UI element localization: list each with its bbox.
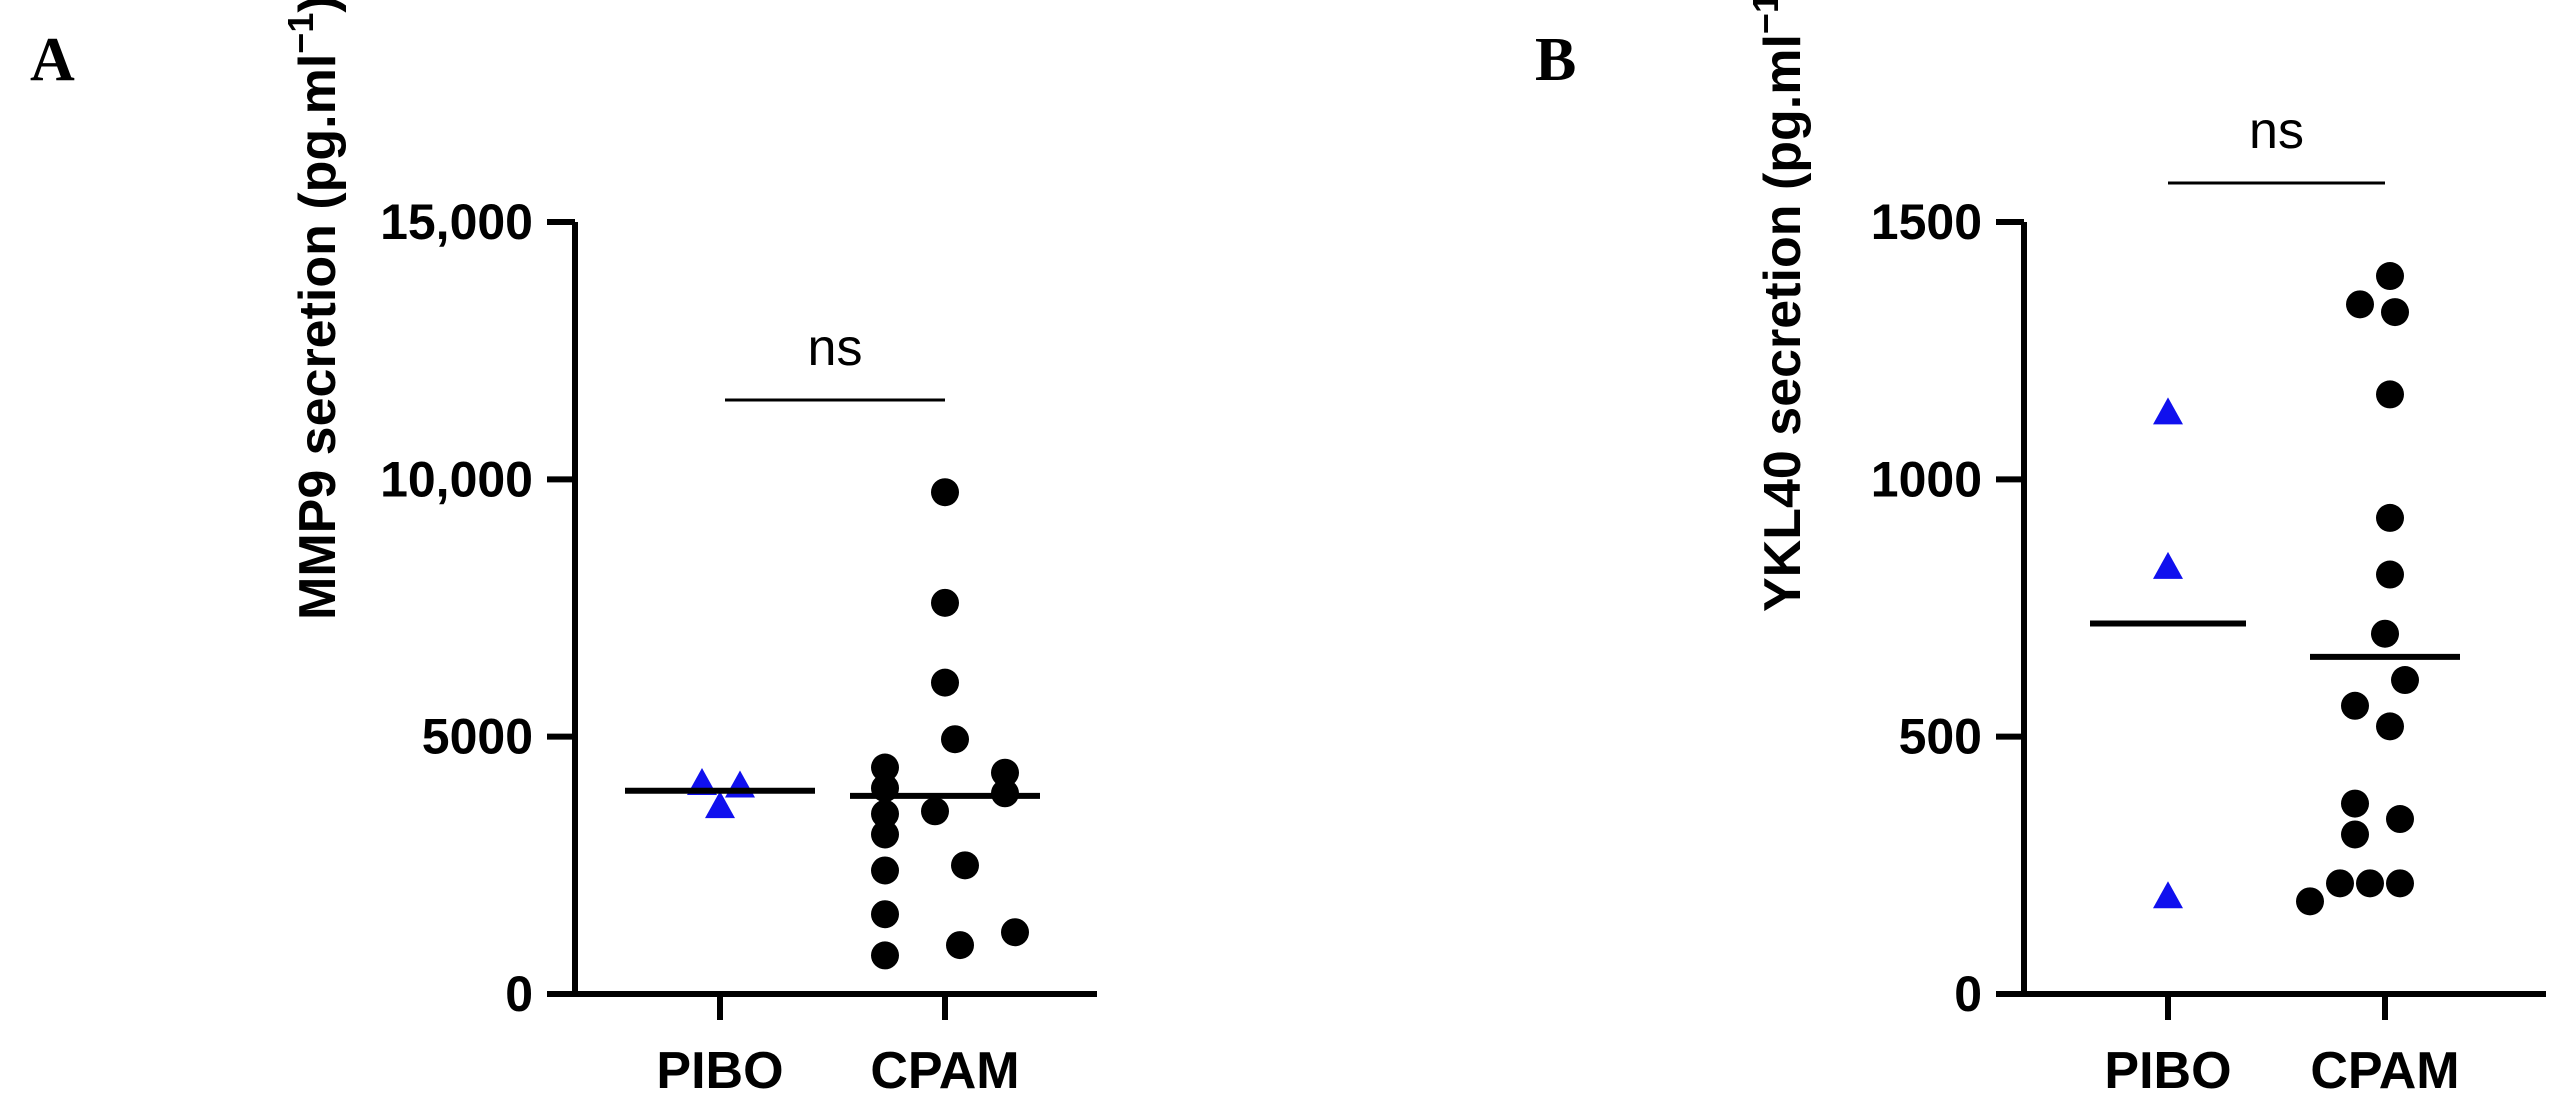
data-point-circle xyxy=(931,478,959,507)
data-point-circle xyxy=(871,856,899,885)
data-point-circle xyxy=(2381,298,2409,327)
data-point-circle xyxy=(871,900,899,929)
data-point-circle xyxy=(2376,560,2404,589)
data-point-circle xyxy=(946,931,974,960)
data-point-circle xyxy=(871,753,899,782)
y-tick-label: 0 xyxy=(505,966,533,1022)
y-axis-label-a: MMP9 secretion (pg.ml−1) xyxy=(280,0,347,620)
y-tick-label: 1000 xyxy=(1871,451,1982,507)
y-tick-label: 500 xyxy=(1899,709,1982,765)
data-point-circle xyxy=(951,851,979,880)
data-point-triangle xyxy=(2153,397,2183,425)
data-point-circle xyxy=(2356,869,2384,898)
x-tick-label: CPAM xyxy=(870,1042,1019,1100)
plot-area-a: 0 5000 10,000 15,000 PIBO CPAM ns xyxy=(380,194,1097,1100)
data-point-circle xyxy=(2341,789,2369,818)
data-point-circle xyxy=(931,668,959,697)
y-tick-label: 0 xyxy=(1954,966,1982,1022)
data-point-triangle xyxy=(2153,551,2183,579)
plot-area-b: 0 500 1000 1500 PIBO CPAM ns xyxy=(1871,102,2546,1100)
y-tick-label: 15,000 xyxy=(380,194,533,250)
panel-letter-b: B xyxy=(1535,26,1576,94)
data-point-circle xyxy=(2376,503,2404,532)
data-point-circle xyxy=(921,797,949,826)
data-point-circle xyxy=(931,588,959,617)
data-point-circle xyxy=(991,758,1019,787)
x-tick-label: CPAM xyxy=(2310,1042,2459,1100)
data-point-circle xyxy=(2386,805,2414,834)
data-point-circle xyxy=(2386,869,2414,898)
panel-letter-a: A xyxy=(30,26,75,94)
data-point-triangle xyxy=(2153,881,2183,909)
x-tick-label: PIBO xyxy=(656,1042,783,1100)
y-tick-label: 1500 xyxy=(1871,194,1982,250)
significance-label: ns xyxy=(808,319,863,377)
data-point-circle xyxy=(871,820,899,849)
y-axis-label-b: YKL40 secretion (pg.ml−1) xyxy=(1745,0,1812,612)
data-point-triangle xyxy=(705,791,735,819)
data-point-circle xyxy=(2346,290,2374,319)
data-point-circle xyxy=(1001,918,1029,947)
y-axis-label-text: YKL40 secretion (pg.ml−1) xyxy=(1745,0,1812,612)
y-tick-label: 5000 xyxy=(422,709,533,765)
data-point-circle xyxy=(2371,619,2399,648)
data-point-circle xyxy=(2391,666,2419,695)
data-point-circle xyxy=(871,799,899,828)
data-point-circle xyxy=(2376,262,2404,291)
data-point-circle xyxy=(2376,380,2404,409)
data-point-circle xyxy=(2341,820,2369,849)
data-point-circle xyxy=(2376,712,2404,741)
y-tick-label: 10,000 xyxy=(380,451,533,507)
data-point-circle xyxy=(2341,691,2369,720)
y-axis-label-text: MMP9 secretion (pg.ml−1) xyxy=(280,0,347,620)
data-point-circle xyxy=(2296,887,2324,916)
data-point-circle xyxy=(871,941,899,970)
significance-label: ns xyxy=(2249,102,2304,160)
x-tick-label: PIBO xyxy=(2104,1042,2231,1100)
data-point-circle xyxy=(941,725,969,754)
panel-b: B YKL40 secretion (pg.ml−1) 0 500 1000 1500… xyxy=(1535,0,2546,1100)
data-point-circle xyxy=(2326,869,2354,898)
panel-a: A MMP9 secretion (pg.ml−1) 0 5000 10,000 15… xyxy=(30,0,1097,1100)
